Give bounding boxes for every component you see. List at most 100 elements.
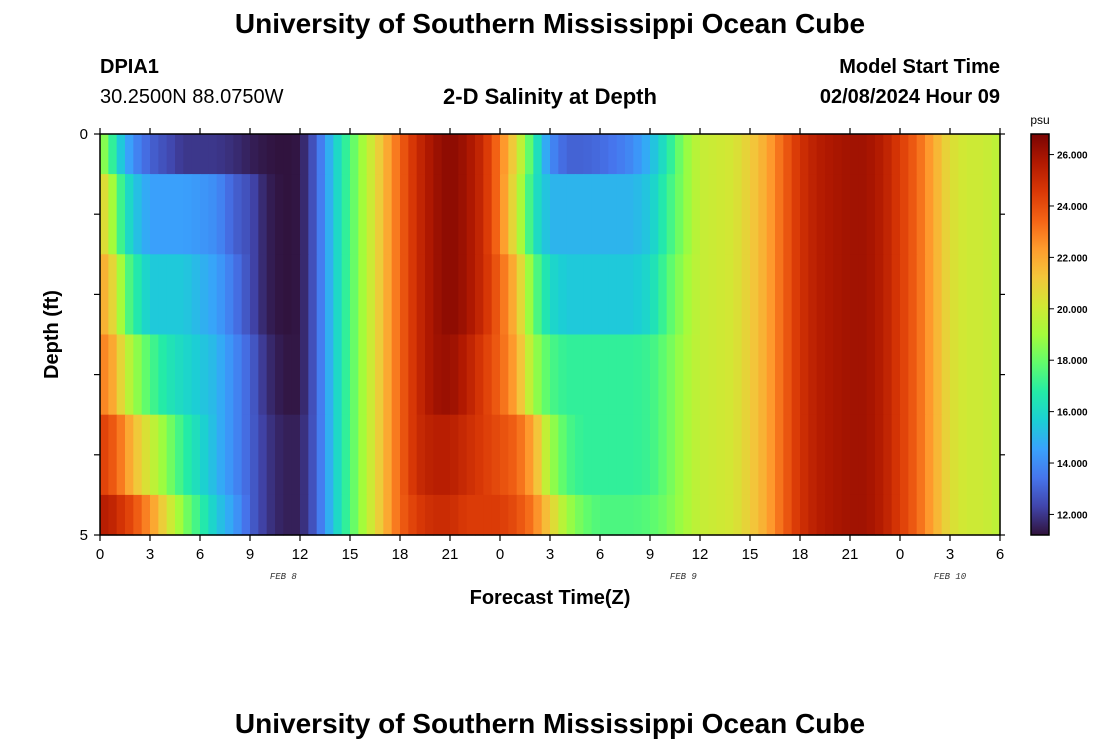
heatmap-cell (733, 334, 743, 416)
heatmap-cell (558, 134, 568, 175)
heatmap-cell (583, 134, 593, 175)
heatmap-cell (416, 134, 426, 175)
heatmap-cell (450, 334, 459, 416)
heatmap-cell (150, 174, 159, 255)
heatmap-cell (116, 134, 126, 175)
heatmap-cell (808, 134, 818, 175)
heatmap-cell (150, 254, 159, 336)
heatmap-cell (216, 334, 226, 416)
heatmap-cell (891, 494, 901, 536)
heatmap-cell (283, 134, 293, 175)
heatmap-cell (391, 494, 401, 536)
heatmap-cell (858, 414, 868, 496)
heatmap-cell (158, 494, 168, 536)
heatmap-cell (258, 494, 268, 536)
heatmap-cell (233, 414, 243, 496)
heatmap-cell (508, 174, 518, 255)
heatmap-cell (691, 334, 701, 416)
heatmap-cell (841, 134, 851, 175)
heatmap-cell (975, 134, 984, 175)
heatmap-cell (541, 414, 551, 496)
heatmap-cell (725, 134, 734, 175)
heatmap-cell (225, 334, 234, 416)
heatmap-cell (675, 414, 684, 496)
heatmap-cell (825, 134, 834, 175)
heatmap-cell (758, 134, 768, 175)
heatmap-cell (900, 174, 909, 255)
x-tick-label: 15 (742, 546, 759, 563)
heatmap-cell (791, 414, 801, 496)
heatmap-cell (550, 134, 559, 175)
heatmap-cell (683, 414, 693, 496)
heatmap-cell (900, 134, 909, 175)
heatmap-cell (458, 494, 468, 536)
heatmap-cell (966, 334, 976, 416)
heatmap-cell (325, 174, 334, 255)
heatmap-cell (316, 334, 326, 416)
heatmap-cell (983, 134, 993, 175)
heatmap-cell (341, 334, 351, 416)
x-tick-label: 6 (196, 546, 204, 563)
heatmap-cell (300, 494, 309, 536)
heatmap-cell (166, 254, 176, 336)
heatmap-cell (341, 174, 351, 255)
heatmap-cell (725, 414, 734, 496)
heatmap-cell (808, 414, 818, 496)
heatmap-cell (508, 254, 518, 336)
heatmap-cell (716, 174, 726, 255)
heatmap-cell (283, 254, 293, 336)
heatmap-cell (241, 334, 251, 416)
heatmap-cell (183, 494, 193, 536)
heatmap-cell (991, 254, 1001, 336)
heatmap-cell (575, 134, 584, 175)
heatmap-cell (666, 334, 676, 416)
heatmap-cell (650, 414, 659, 496)
heatmap-cell (833, 334, 843, 416)
heatmap-cell (258, 174, 268, 255)
heatmap-cell (591, 254, 601, 336)
heatmap-cell (433, 254, 443, 336)
heatmap-cell (333, 174, 343, 255)
heatmap-cell (591, 414, 601, 496)
heatmap-cell (300, 134, 309, 175)
heatmap-cell (600, 494, 609, 536)
heatmap-cell (650, 134, 659, 175)
heatmap-cell (658, 254, 668, 336)
heatmap-cell (100, 414, 109, 496)
heatmap-cell (358, 414, 368, 496)
heatmap-cell (266, 174, 276, 255)
heatmap-cell (491, 334, 501, 416)
heatmap-cell (550, 494, 559, 536)
heatmap-cell (700, 254, 709, 336)
heatmap-cell (475, 174, 484, 255)
heatmap-cell (500, 334, 509, 416)
heatmap-cell (433, 494, 443, 536)
heatmap-cell (758, 494, 768, 536)
heatmap-cell (416, 494, 426, 536)
heatmap-cell (941, 174, 951, 255)
heatmap-cell (158, 254, 168, 336)
heatmap-cell (358, 494, 368, 536)
heatmap-cell (850, 174, 859, 255)
heatmap-cell (800, 414, 809, 496)
heatmap-cell (725, 254, 734, 336)
heatmap-cell (816, 134, 826, 175)
heatmap-cell (716, 254, 726, 336)
heatmap-cell (816, 254, 826, 336)
heatmap-cell (350, 414, 359, 496)
heatmap-cell (333, 414, 343, 496)
heatmap-cell (625, 174, 634, 255)
heatmap-cell (250, 494, 259, 536)
heatmap-cell (233, 254, 243, 336)
heatmap-cell (741, 414, 751, 496)
heatmap-cell (650, 494, 659, 536)
heatmap-cell (166, 414, 176, 496)
heatmap-cell (308, 494, 318, 536)
heatmap-cell (941, 494, 951, 536)
heatmap-cell (516, 494, 526, 536)
heatmap-cell (433, 134, 443, 175)
heatmap-cell (325, 414, 334, 496)
heatmap-cell (450, 174, 459, 255)
heatmap-cell (333, 494, 343, 536)
